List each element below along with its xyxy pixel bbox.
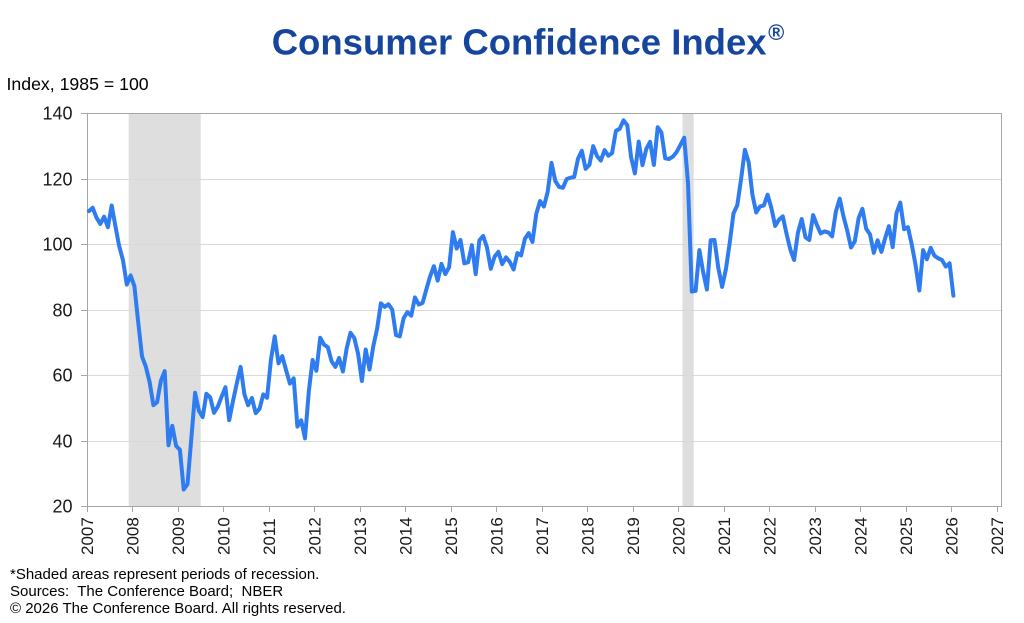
svg-text:2020: 2020	[670, 517, 689, 555]
svg-text:2027: 2027	[988, 517, 1007, 555]
svg-text:60: 60	[52, 365, 72, 385]
svg-text:2012: 2012	[306, 517, 325, 555]
svg-text:2021: 2021	[715, 517, 734, 555]
svg-text:140: 140	[42, 103, 72, 123]
svg-text:2013: 2013	[351, 517, 370, 555]
svg-text:2017: 2017	[533, 517, 552, 555]
svg-text:2023: 2023	[806, 517, 825, 555]
svg-text:2011: 2011	[260, 518, 279, 555]
svg-text:100: 100	[42, 234, 72, 254]
svg-text:2025: 2025	[897, 517, 916, 555]
svg-text:2022: 2022	[761, 517, 780, 555]
svg-text:20: 20	[52, 496, 72, 516]
svg-text:2019: 2019	[624, 517, 643, 555]
svg-text:80: 80	[52, 300, 72, 320]
svg-text:120: 120	[42, 169, 72, 189]
svg-text:2014: 2014	[397, 517, 416, 555]
svg-text:2016: 2016	[488, 517, 507, 555]
svg-text:2018: 2018	[579, 517, 598, 555]
svg-text:2008: 2008	[124, 517, 143, 555]
svg-text:2026: 2026	[943, 517, 962, 555]
svg-text:2024: 2024	[852, 517, 871, 555]
svg-text:2007: 2007	[78, 517, 97, 555]
svg-text:2015: 2015	[442, 517, 461, 555]
svg-text:2010: 2010	[215, 517, 234, 555]
svg-text:40: 40	[52, 431, 72, 451]
svg-text:2009: 2009	[169, 517, 188, 555]
